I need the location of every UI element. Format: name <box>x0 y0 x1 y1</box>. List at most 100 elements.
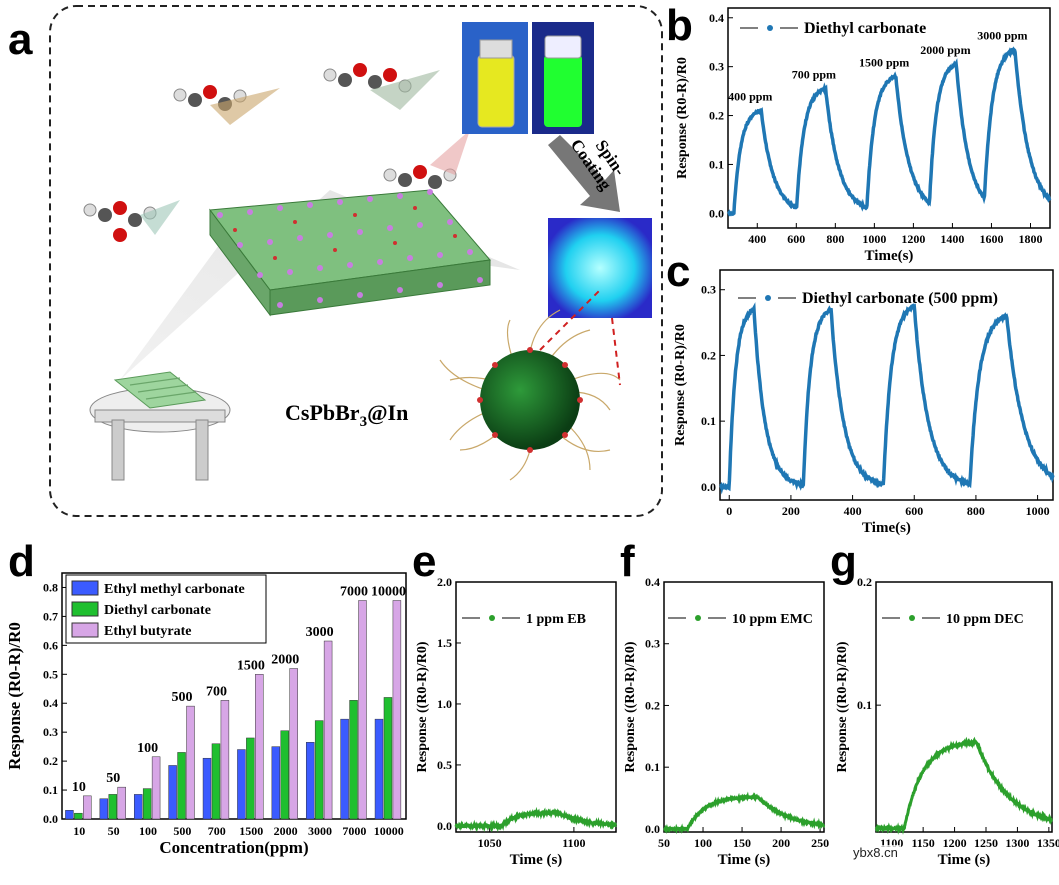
y-tick-label: 0.2 <box>857 575 872 589</box>
x-tick-label: 10 <box>73 824 85 838</box>
yellow-vial <box>462 22 528 134</box>
x-axis-label: Time (s) <box>510 852 563 868</box>
x-tick-label: 50 <box>108 824 120 838</box>
x-tick-label: 700 <box>208 824 226 838</box>
x-tick-label: 2000 <box>274 824 298 838</box>
bar <box>169 765 177 819</box>
bar <box>74 813 82 819</box>
y-tick-label: 0.5 <box>43 667 58 681</box>
green-vial <box>532 22 594 134</box>
x-tick-label: 1600 <box>979 232 1003 246</box>
y-axis-label: Response ((R0-R)/R0) <box>835 641 850 772</box>
bar <box>290 669 298 819</box>
x-tick-label: 600 <box>905 504 923 518</box>
x-axis-label: Time(s) <box>862 520 911 536</box>
y-axis-label: Response ((R0-R)/R0) <box>415 641 430 772</box>
molecule-1 <box>174 85 280 125</box>
y-tick-label: 0.3 <box>43 725 58 739</box>
x-tick-label: 100 <box>139 824 157 838</box>
x-axis-label: Concentration(ppm) <box>159 838 308 857</box>
y-tick-label: 0.3 <box>645 637 660 651</box>
bar <box>100 799 108 819</box>
y-tick-label: 0.3 <box>701 283 716 297</box>
x-tick-label: 800 <box>826 232 844 246</box>
bar <box>187 706 195 819</box>
bar <box>212 744 220 819</box>
bar <box>272 747 280 819</box>
y-tick-label: 2.0 <box>437 575 452 589</box>
x-tick-label: 800 <box>967 504 985 518</box>
legend-marker <box>489 615 495 621</box>
series-line <box>720 306 1053 489</box>
chart-d: 0.00.10.20.30.40.50.60.70.81010505010010… <box>0 545 412 885</box>
perovskite-lattice <box>210 189 490 315</box>
legend-marker <box>767 25 773 31</box>
x-tick-label: 600 <box>787 232 805 246</box>
x-tick-label: 50 <box>658 836 670 850</box>
bar <box>375 719 383 819</box>
chart-f: 50 100 150 200 2500.00.10.20.30.4Time (s)Res… <box>620 560 832 880</box>
x-tick-label: 250 <box>811 836 829 850</box>
chart-g: 1100 1150 1200 1250 1300 13500.10.2Time (s)Re… <box>830 560 1059 880</box>
bar-data-label: 1500 <box>237 658 265 673</box>
bar <box>109 794 117 819</box>
y-tick-label: 0.2 <box>701 348 716 362</box>
x-tick-label: 100 <box>694 836 712 850</box>
y-tick-label: 0.7 <box>43 609 58 623</box>
series-line <box>664 796 824 829</box>
x-tick-label: 1500 <box>239 824 263 838</box>
x-tick-label: 1150 <box>911 836 934 850</box>
series-line <box>728 50 1050 214</box>
y-tick-label: 0.1 <box>709 157 724 171</box>
y-tick-label: 1.0 <box>437 697 452 711</box>
y-tick-label: 0.1 <box>701 414 716 428</box>
x-tick-label: 1800 <box>1018 232 1042 246</box>
x-axis-label: Time (s) <box>718 852 771 868</box>
x-axis-label: Time (s) <box>938 852 991 868</box>
y-axis-label: Response ((R0-R)/R0) <box>623 641 638 772</box>
bar <box>306 742 314 819</box>
bar <box>143 789 151 819</box>
x-tick-label: 10000 <box>374 824 404 838</box>
bar <box>384 697 392 819</box>
y-tick-label: 0.2 <box>709 109 724 123</box>
x-tick-label: 150 <box>733 836 751 850</box>
y-tick-label: 0.8 <box>43 580 58 594</box>
legend-label: 10 ppm EMC <box>732 612 813 627</box>
bar <box>281 731 289 819</box>
x-tick-label: 1200 <box>901 232 925 246</box>
bar <box>350 700 358 819</box>
x-tick-label: 3000 <box>308 824 332 838</box>
series-line <box>456 812 616 827</box>
annotation-label: 700 ppm <box>792 68 836 82</box>
legend-swatch <box>72 623 98 637</box>
y-tick-label: 0.2 <box>645 698 660 712</box>
bar <box>118 787 126 819</box>
y-tick-label: 0.4 <box>709 11 724 25</box>
bar <box>393 600 401 819</box>
x-tick-label: 1350 <box>1037 836 1059 850</box>
bar <box>221 700 229 819</box>
bar <box>324 641 332 819</box>
y-axis-label: Response (R0-R)/R0 <box>673 324 688 446</box>
film-image <box>548 218 652 318</box>
x-tick-label: 1400 <box>940 232 964 246</box>
legend-swatch <box>72 581 98 595</box>
legend-marker <box>909 615 915 621</box>
bar <box>359 600 367 819</box>
molecule-3 <box>84 200 180 242</box>
molecule-4 <box>384 130 470 189</box>
x-tick-label: 1250 <box>974 836 998 850</box>
bar <box>315 721 323 819</box>
x-tick-label: 7000 <box>342 824 366 838</box>
material-label: CsPbBr3@In <box>285 400 408 430</box>
bar <box>134 794 142 819</box>
bar <box>237 750 245 819</box>
annotation-label: 1500 ppm <box>859 55 909 69</box>
y-tick-label: 0.3 <box>709 60 724 74</box>
annotation-label: 400 ppm <box>728 90 772 104</box>
x-tick-label: 200 <box>772 836 790 850</box>
y-tick-label: 0.1 <box>857 698 872 712</box>
legend-label: Diethyl carbonate (500 ppm) <box>802 290 998 307</box>
bar <box>255 674 263 819</box>
